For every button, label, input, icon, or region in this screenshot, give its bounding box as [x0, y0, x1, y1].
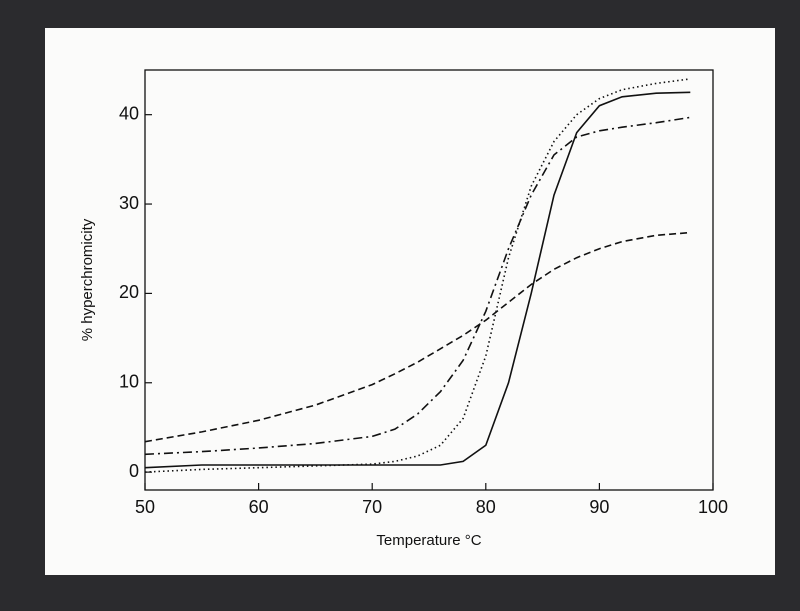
line-series [144, 91, 691, 469]
line-series [144, 116, 691, 456]
y-tick-label: 10 [119, 372, 139, 392]
y-tick-label: 30 [119, 193, 139, 213]
y-tick-label: 0 [129, 461, 139, 481]
line-series [144, 78, 691, 473]
plot-frame [144, 69, 714, 491]
x-axis-label: Temperature °C [376, 532, 481, 549]
y-axis-label: % hyperchromicity [79, 218, 96, 341]
y-tick-label: 20 [119, 282, 139, 302]
x-tick-label: 90 [589, 497, 609, 517]
x-tick-label: 70 [362, 497, 382, 517]
y-tick-label: 40 [119, 103, 139, 123]
x-tick-label: 60 [249, 497, 269, 517]
x-tick-label: 50 [135, 497, 155, 517]
x-tick-label: 100 [698, 497, 728, 517]
paper [45, 28, 775, 575]
x-tick-label: 80 [476, 497, 496, 517]
